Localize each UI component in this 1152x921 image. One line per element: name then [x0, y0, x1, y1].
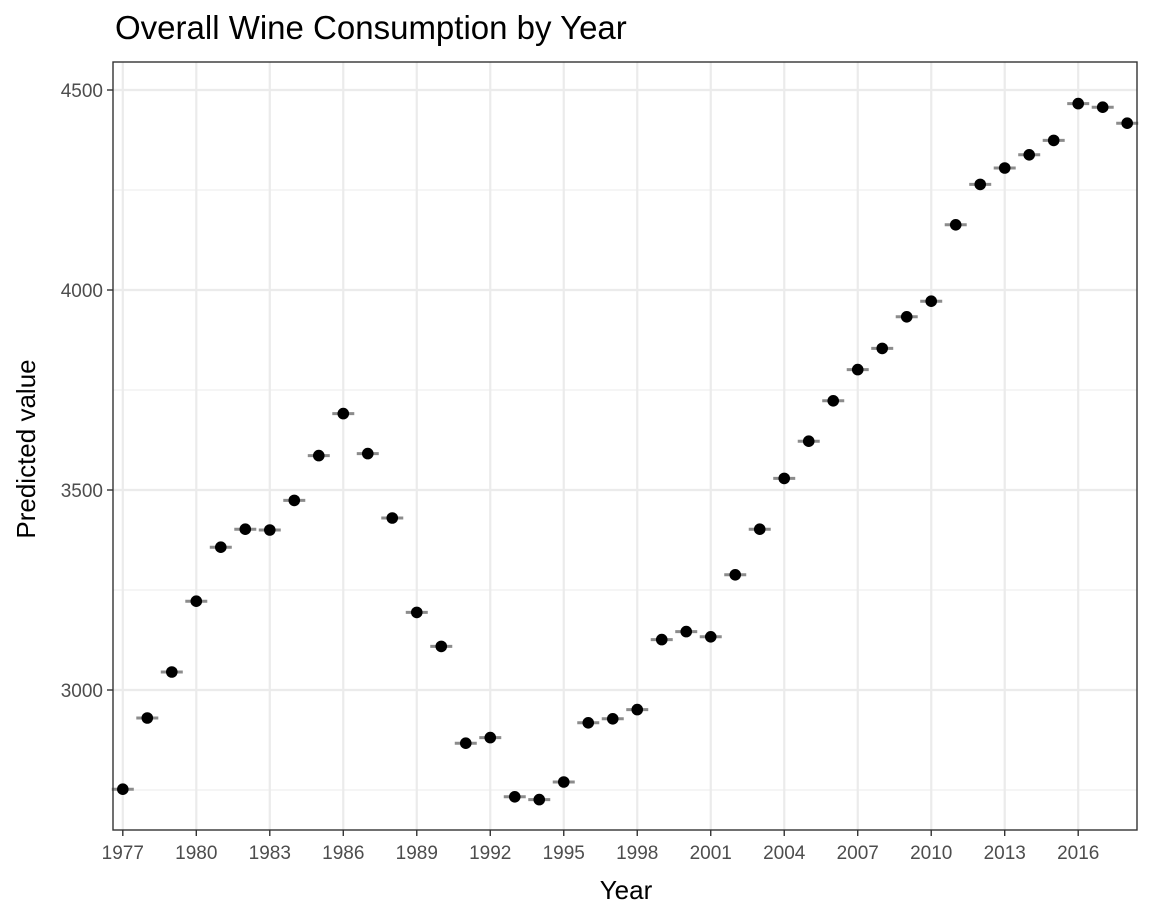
data-point — [190, 595, 203, 607]
data-point — [1023, 149, 1036, 161]
data-point — [1121, 117, 1134, 129]
data-point — [704, 631, 717, 643]
chart-title: Overall Wine Consumption by Year — [115, 9, 627, 46]
data-point — [288, 494, 301, 507]
x-tick-label: 1983 — [249, 843, 291, 864]
data-point — [410, 606, 423, 619]
data-point — [435, 640, 448, 653]
data-point — [778, 472, 791, 485]
data-point — [165, 666, 178, 678]
x-tick-label: 1977 — [102, 843, 144, 864]
data-point — [802, 435, 815, 448]
data-point — [753, 523, 766, 535]
data-point — [533, 793, 546, 806]
data-point — [557, 776, 570, 788]
y-tick-label: 4000 — [61, 281, 103, 302]
data-point — [239, 523, 252, 535]
x-tick-label: 2013 — [984, 843, 1026, 864]
x-tick-label: 2004 — [763, 843, 806, 864]
data-point — [680, 625, 693, 638]
x-tick-label: 1986 — [322, 843, 364, 864]
x-tick-label: 1989 — [396, 843, 438, 864]
error-bars — [111, 102, 1139, 802]
data-point — [459, 737, 472, 749]
data-point — [361, 447, 374, 460]
x-tick-label: 1980 — [175, 843, 217, 864]
y-axis-title: Predicted value — [11, 359, 41, 538]
x-tick-label: 1992 — [469, 843, 511, 864]
data-point — [925, 295, 938, 308]
data-point — [900, 311, 913, 323]
data-point — [655, 633, 668, 646]
data-point — [312, 449, 325, 462]
panel-border — [112, 61, 1138, 831]
y-tick-label: 3000 — [61, 681, 103, 702]
data-points — [116, 97, 1134, 806]
data-point — [851, 363, 864, 376]
data-point — [1072, 97, 1085, 110]
x-axis-title: Year — [600, 875, 653, 905]
y-tick-label: 3500 — [61, 481, 103, 502]
data-point — [1096, 101, 1109, 113]
data-point — [974, 178, 987, 191]
data-point — [508, 791, 521, 803]
data-point — [998, 162, 1011, 174]
y-tick-label: 4500 — [61, 81, 103, 102]
x-tick-label: 2016 — [1057, 843, 1099, 864]
data-point — [386, 512, 399, 524]
data-point — [582, 717, 595, 729]
data-point — [337, 407, 350, 420]
data-point — [1047, 134, 1060, 147]
data-point — [631, 703, 644, 716]
data-point — [263, 524, 276, 536]
grid-lines — [113, 62, 1137, 830]
x-tick-label: 1998 — [616, 843, 658, 864]
x-tick-label: 2007 — [837, 843, 879, 864]
data-point — [141, 712, 154, 724]
x-tick-label: 2001 — [690, 843, 732, 864]
data-point — [214, 541, 227, 553]
data-point — [729, 569, 742, 581]
data-point — [116, 783, 129, 795]
x-tick-label: 1995 — [543, 843, 585, 864]
axes: 1977 1980 1983 1986 1989 1992 1995 1998 2001 2004… — [61, 81, 1100, 864]
data-point — [484, 731, 497, 744]
x-tick-label: 2010 — [910, 843, 952, 864]
data-point — [876, 342, 889, 355]
data-point — [949, 219, 962, 231]
data-point — [606, 713, 619, 725]
data-point — [827, 395, 840, 407]
